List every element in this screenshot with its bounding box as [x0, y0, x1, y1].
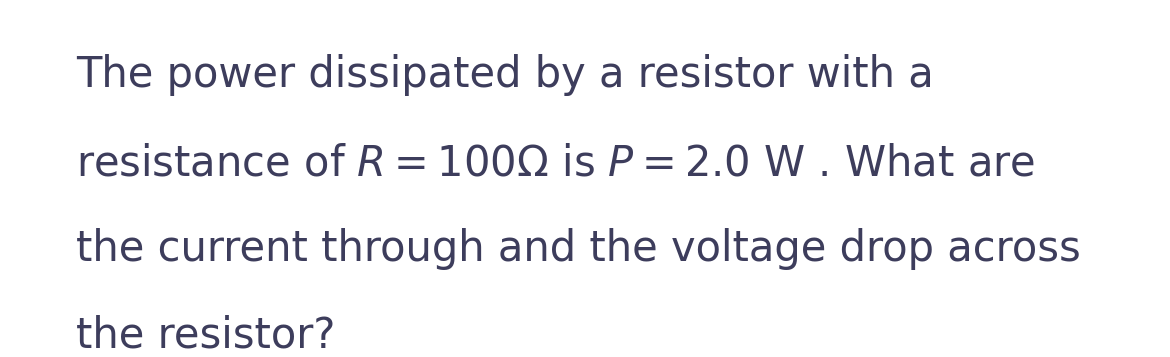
Text: the current through and the voltage drop across: the current through and the voltage drop… [76, 228, 1081, 271]
Text: The power dissipated by a resistor with a: The power dissipated by a resistor with … [76, 54, 934, 96]
Text: resistance of $R = 100\Omega$ is $P = 2.0$ W . What are: resistance of $R = 100\Omega$ is $P = 2.… [76, 143, 1035, 185]
Text: the resistor?: the resistor? [76, 314, 336, 356]
